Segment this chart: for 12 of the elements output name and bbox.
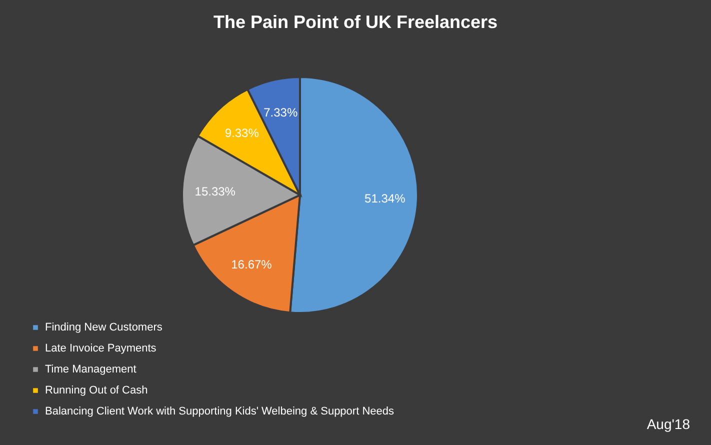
legend-label: Time Management bbox=[45, 364, 136, 376]
legend-label: Running Out of Cash bbox=[45, 384, 148, 396]
data-label: 15.33% bbox=[194, 184, 236, 198]
legend-label: Late Invoice Payments bbox=[45, 342, 157, 354]
data-label: 16.67% bbox=[231, 258, 272, 272]
data-label: 51.34% bbox=[364, 192, 406, 206]
data-label: 7.33% bbox=[264, 105, 298, 120]
text: Aug'18 bbox=[646, 416, 690, 432]
legend-label: Balancing Client Work with Supporting Kids' Welbeing & Support Needs bbox=[45, 406, 394, 418]
legend-label: Finding New Customers bbox=[45, 322, 163, 334]
data-label: 9.33% bbox=[224, 126, 260, 140]
chart-title: The Pain Point of UK Freelancers bbox=[213, 12, 498, 32]
